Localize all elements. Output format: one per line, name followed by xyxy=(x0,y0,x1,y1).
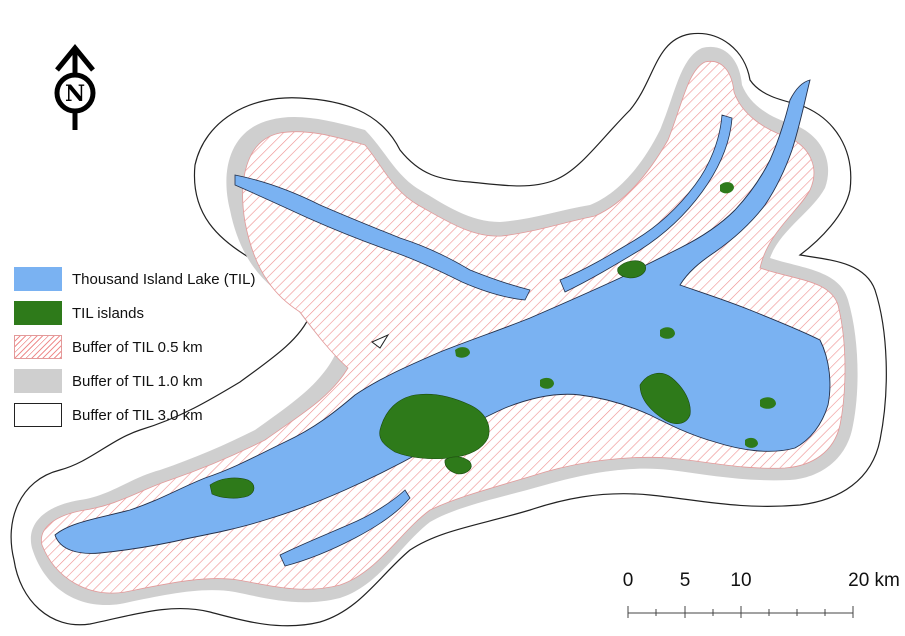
legend-label: Buffer of TIL 3.0 km xyxy=(72,406,203,424)
scale-bar: 0 5 10 20 km xyxy=(622,570,900,630)
location-marker-icon xyxy=(371,333,390,349)
legend-swatch-islands xyxy=(14,301,62,325)
legend-item-buffer-1: Buffer of TIL 1.0 km xyxy=(14,364,255,398)
scale-label-10: 10 xyxy=(730,570,752,591)
legend-item-buffer-0-5: Buffer of TIL 0.5 km xyxy=(14,330,255,364)
island-northeast xyxy=(617,260,646,279)
scale-label-0: 0 xyxy=(622,570,634,591)
legend-swatch-buffer-0-5 xyxy=(14,335,62,359)
island-small-5 xyxy=(745,437,758,448)
lake-arm-north xyxy=(559,114,733,293)
legend: Thousand Island Lake (TIL) TIL islands B… xyxy=(14,262,255,432)
legend-swatch-lake xyxy=(14,267,62,291)
legend-swatch-buffer-3 xyxy=(14,403,62,427)
north-arrow-icon xyxy=(54,44,96,130)
legend-label: TIL islands xyxy=(72,304,144,322)
legend-swatch-buffer-1 xyxy=(14,369,62,393)
island-small-2 xyxy=(760,397,776,409)
scale-bar-line xyxy=(627,606,854,618)
legend-label: Thousand Island Lake (TIL) xyxy=(72,270,256,288)
legend-item-islands: TIL islands xyxy=(14,296,255,330)
island-mid xyxy=(444,456,472,475)
legend-item-buffer-3: Buffer of TIL 3.0 km xyxy=(14,398,255,432)
island-small-6 xyxy=(540,377,554,389)
scale-label-5: 5 xyxy=(679,570,691,591)
island-small-3 xyxy=(455,347,470,358)
legend-label: Buffer of TIL 0.5 km xyxy=(72,338,203,356)
island-small-1 xyxy=(720,182,734,194)
scale-label-20: 20 km xyxy=(848,570,900,591)
lake-arm-southwest xyxy=(279,489,411,567)
legend-label: Buffer of TIL 1.0 km xyxy=(72,372,203,390)
buffer-0-5km xyxy=(41,60,846,594)
lake-arm-northwest xyxy=(234,174,531,301)
legend-item-lake: Thousand Island Lake (TIL) xyxy=(14,262,255,296)
island-large-center xyxy=(379,393,490,460)
island-east xyxy=(639,372,691,424)
island-small-4 xyxy=(660,327,675,339)
island-west xyxy=(209,477,255,499)
north-arrow-letter: N xyxy=(65,81,85,107)
